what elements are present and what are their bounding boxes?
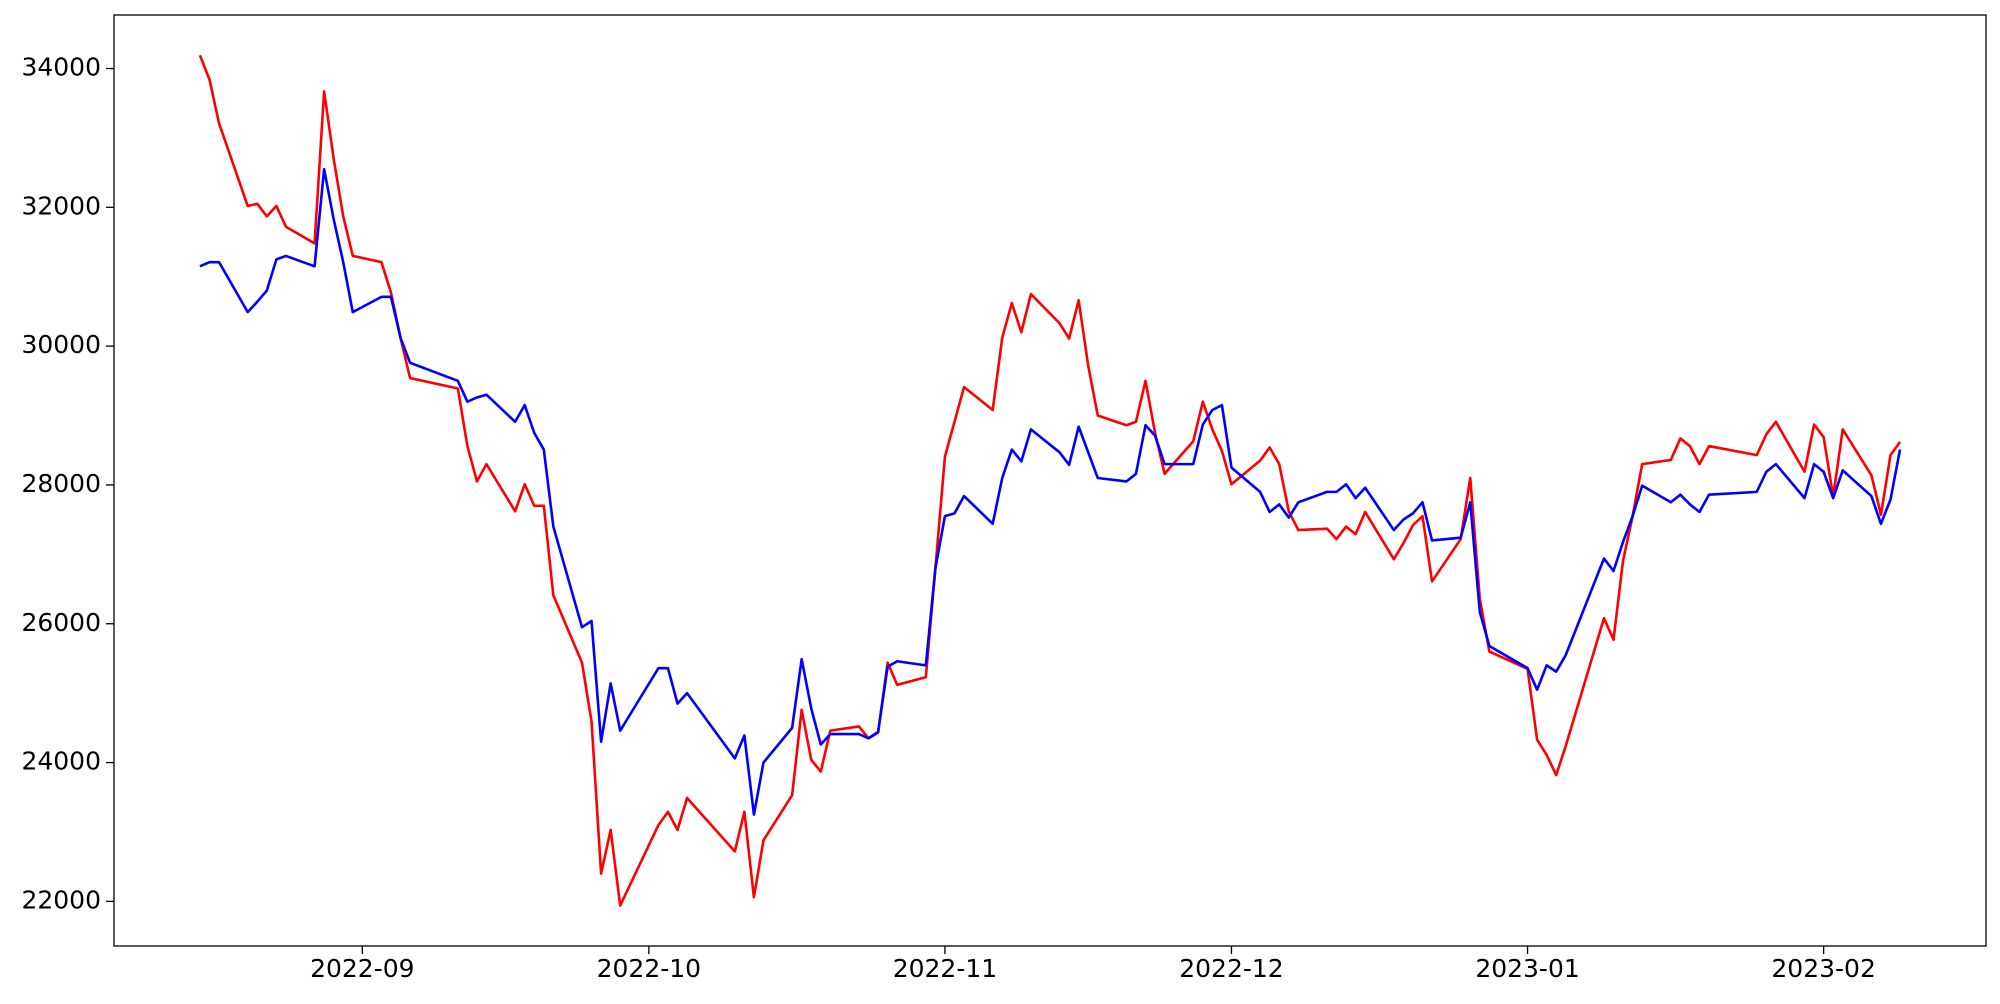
y-tick-label: 30000 <box>21 330 101 359</box>
y-tick-label: 22000 <box>21 885 101 914</box>
y-tick-label: 34000 <box>21 53 101 82</box>
y-tick-label: 24000 <box>21 747 101 776</box>
x-tick-label: 2022-12 <box>1179 954 1283 983</box>
x-tick-label: 2023-02 <box>1771 954 1875 983</box>
x-tick-label: 2023-01 <box>1475 954 1579 983</box>
series-line <box>199 167 1902 816</box>
x-tick-label: 2022-10 <box>597 954 701 983</box>
series-line <box>198 54 1902 907</box>
y-tick-label: 28000 <box>21 469 101 498</box>
plot-frame <box>113 14 1987 947</box>
y-tick-label: 32000 <box>21 191 101 220</box>
x-tick-label: 2022-09 <box>310 954 414 983</box>
y-tick-label: 26000 <box>21 608 101 637</box>
x-tick-label: 2022-11 <box>893 954 997 983</box>
